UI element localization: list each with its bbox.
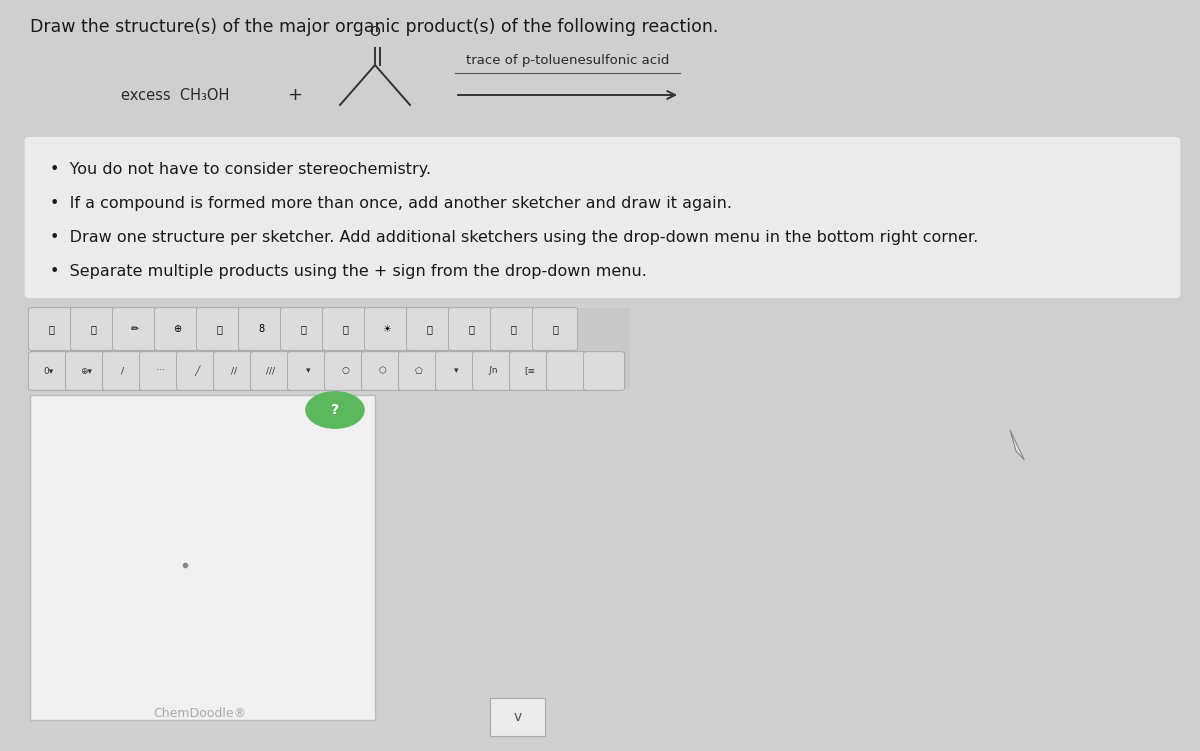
Text: /: /: [121, 366, 125, 376]
Text: •  Separate multiple products using the + sign from the drop-down menu.: • Separate multiple products using the +…: [50, 264, 647, 279]
FancyBboxPatch shape: [407, 308, 451, 350]
FancyBboxPatch shape: [239, 308, 283, 350]
FancyBboxPatch shape: [491, 308, 535, 350]
FancyBboxPatch shape: [214, 351, 254, 391]
Text: ∫n: ∫n: [487, 366, 498, 376]
Text: ///: ///: [266, 366, 276, 376]
FancyBboxPatch shape: [29, 351, 70, 391]
Text: 8: 8: [258, 324, 264, 334]
Text: 🐾: 🐾: [300, 324, 306, 334]
Text: 🎨: 🎨: [552, 324, 558, 334]
Text: trace of p-toluenesulfonic acid: trace of p-toluenesulfonic acid: [466, 54, 670, 67]
Text: 🌿: 🌿: [342, 324, 348, 334]
FancyBboxPatch shape: [251, 351, 292, 391]
Text: O: O: [370, 25, 380, 39]
FancyBboxPatch shape: [361, 351, 403, 391]
FancyBboxPatch shape: [155, 308, 199, 350]
Text: [≡: [≡: [524, 366, 535, 376]
FancyBboxPatch shape: [449, 308, 493, 350]
Text: ⬠: ⬠: [415, 366, 422, 376]
FancyBboxPatch shape: [29, 308, 73, 350]
FancyBboxPatch shape: [398, 351, 439, 391]
FancyBboxPatch shape: [546, 351, 588, 391]
Text: ○: ○: [341, 366, 349, 376]
Text: ···: ···: [156, 366, 164, 376]
Text: //: //: [230, 366, 238, 376]
Text: ⬡: ⬡: [378, 366, 386, 376]
Text: ▾: ▾: [454, 366, 458, 376]
FancyBboxPatch shape: [30, 308, 630, 388]
Circle shape: [306, 392, 364, 428]
Text: Draw the structure(s) of the major organic product(s) of the following reaction.: Draw the structure(s) of the major organ…: [30, 18, 719, 36]
Text: ?: ?: [331, 403, 340, 417]
FancyBboxPatch shape: [324, 351, 366, 391]
Text: v: v: [514, 710, 522, 724]
Text: ⬛: ⬛: [90, 324, 96, 334]
FancyBboxPatch shape: [533, 308, 577, 350]
FancyBboxPatch shape: [323, 308, 367, 350]
FancyBboxPatch shape: [24, 136, 1181, 299]
Text: ✏️: ✏️: [131, 324, 139, 334]
Text: 🔗: 🔗: [216, 324, 222, 334]
Text: ⊕▾: ⊕▾: [80, 366, 92, 376]
Text: ☀: ☀: [383, 324, 391, 334]
FancyBboxPatch shape: [436, 351, 476, 391]
Text: 0▾: 0▾: [44, 366, 54, 376]
Text: excess  CH₃OH: excess CH₃OH: [121, 88, 229, 102]
FancyBboxPatch shape: [281, 308, 325, 350]
FancyBboxPatch shape: [66, 351, 107, 391]
FancyBboxPatch shape: [197, 308, 241, 350]
FancyBboxPatch shape: [490, 698, 545, 736]
FancyBboxPatch shape: [30, 395, 374, 720]
Text: ▾: ▾: [306, 366, 311, 376]
Text: •  Draw one structure per sketcher. Add additional sketchers using the drop-down: • Draw one structure per sketcher. Add a…: [50, 230, 978, 245]
Text: 📋: 📋: [426, 324, 432, 334]
FancyBboxPatch shape: [473, 351, 514, 391]
Text: ⊕: ⊕: [173, 324, 181, 334]
FancyBboxPatch shape: [509, 351, 551, 391]
FancyBboxPatch shape: [583, 351, 625, 391]
FancyBboxPatch shape: [139, 351, 180, 391]
FancyBboxPatch shape: [176, 351, 217, 391]
Text: ✋: ✋: [48, 324, 54, 334]
Text: 🔎: 🔎: [510, 324, 516, 334]
Text: ╱: ╱: [194, 366, 199, 376]
FancyBboxPatch shape: [102, 351, 144, 391]
FancyBboxPatch shape: [288, 351, 329, 391]
Text: +: +: [288, 86, 302, 104]
FancyBboxPatch shape: [365, 308, 409, 350]
Polygon shape: [1010, 430, 1025, 460]
Text: ChemDoodle®: ChemDoodle®: [154, 707, 246, 720]
FancyBboxPatch shape: [71, 308, 115, 350]
Text: •  If a compound is formed more than once, add another sketcher and draw it agai: • If a compound is formed more than once…: [50, 196, 732, 211]
FancyBboxPatch shape: [113, 308, 157, 350]
Text: •  You do not have to consider stereochemistry.: • You do not have to consider stereochem…: [50, 162, 431, 177]
Text: 🔍: 🔍: [468, 324, 474, 334]
